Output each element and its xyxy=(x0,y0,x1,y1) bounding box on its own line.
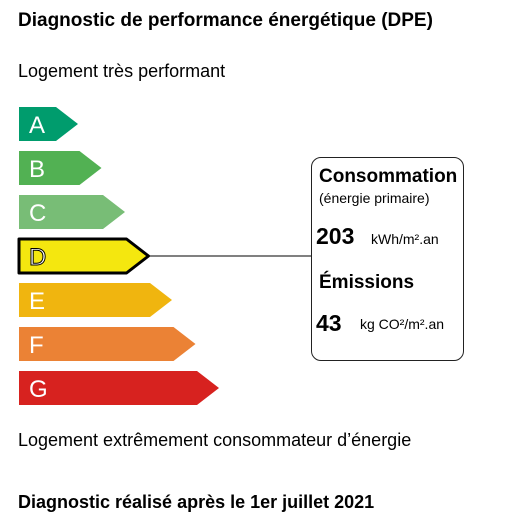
rating-bar-d xyxy=(17,237,150,275)
bottom-scale-label: Logement extrêmement consommateur d’éner… xyxy=(18,430,412,450)
consumption-title: Consommation xyxy=(319,166,458,187)
rating-letter-a: A xyxy=(29,112,45,139)
rating-bar-b xyxy=(19,151,102,185)
rating-letter-b: B xyxy=(29,156,45,183)
consumption-subtitle: (énergie primaire) xyxy=(319,190,430,206)
rating-bar-g xyxy=(19,371,219,405)
page-title: Diagnostic de performance énergétique (D… xyxy=(18,10,433,31)
consumption-value: 203 xyxy=(316,223,355,249)
top-scale-label: Logement très performant xyxy=(18,61,226,81)
rating-letter-e: E xyxy=(29,288,45,315)
rating-bar-c xyxy=(19,195,125,229)
consumption-panel: Consommation (énergie primaire) 203 kWh/… xyxy=(311,157,464,361)
rating-letter-f: F xyxy=(29,332,44,359)
emissions-unit: kg CO²/m².an xyxy=(360,316,445,332)
rating-bar-a xyxy=(19,107,78,141)
rating-bar-f xyxy=(19,327,196,361)
rating-letter-d: D xyxy=(29,244,46,271)
emissions-value: 43 xyxy=(316,310,342,336)
rating-bar-e xyxy=(19,283,172,317)
footer-note: Diagnostic réalisé après le 1er juillet … xyxy=(18,492,375,512)
consumption-unit: kWh/m².an xyxy=(371,231,439,247)
rating-letter-c: C xyxy=(29,200,46,227)
emissions-title: Émissions xyxy=(319,272,415,293)
rating-letter-g: G xyxy=(29,376,48,403)
